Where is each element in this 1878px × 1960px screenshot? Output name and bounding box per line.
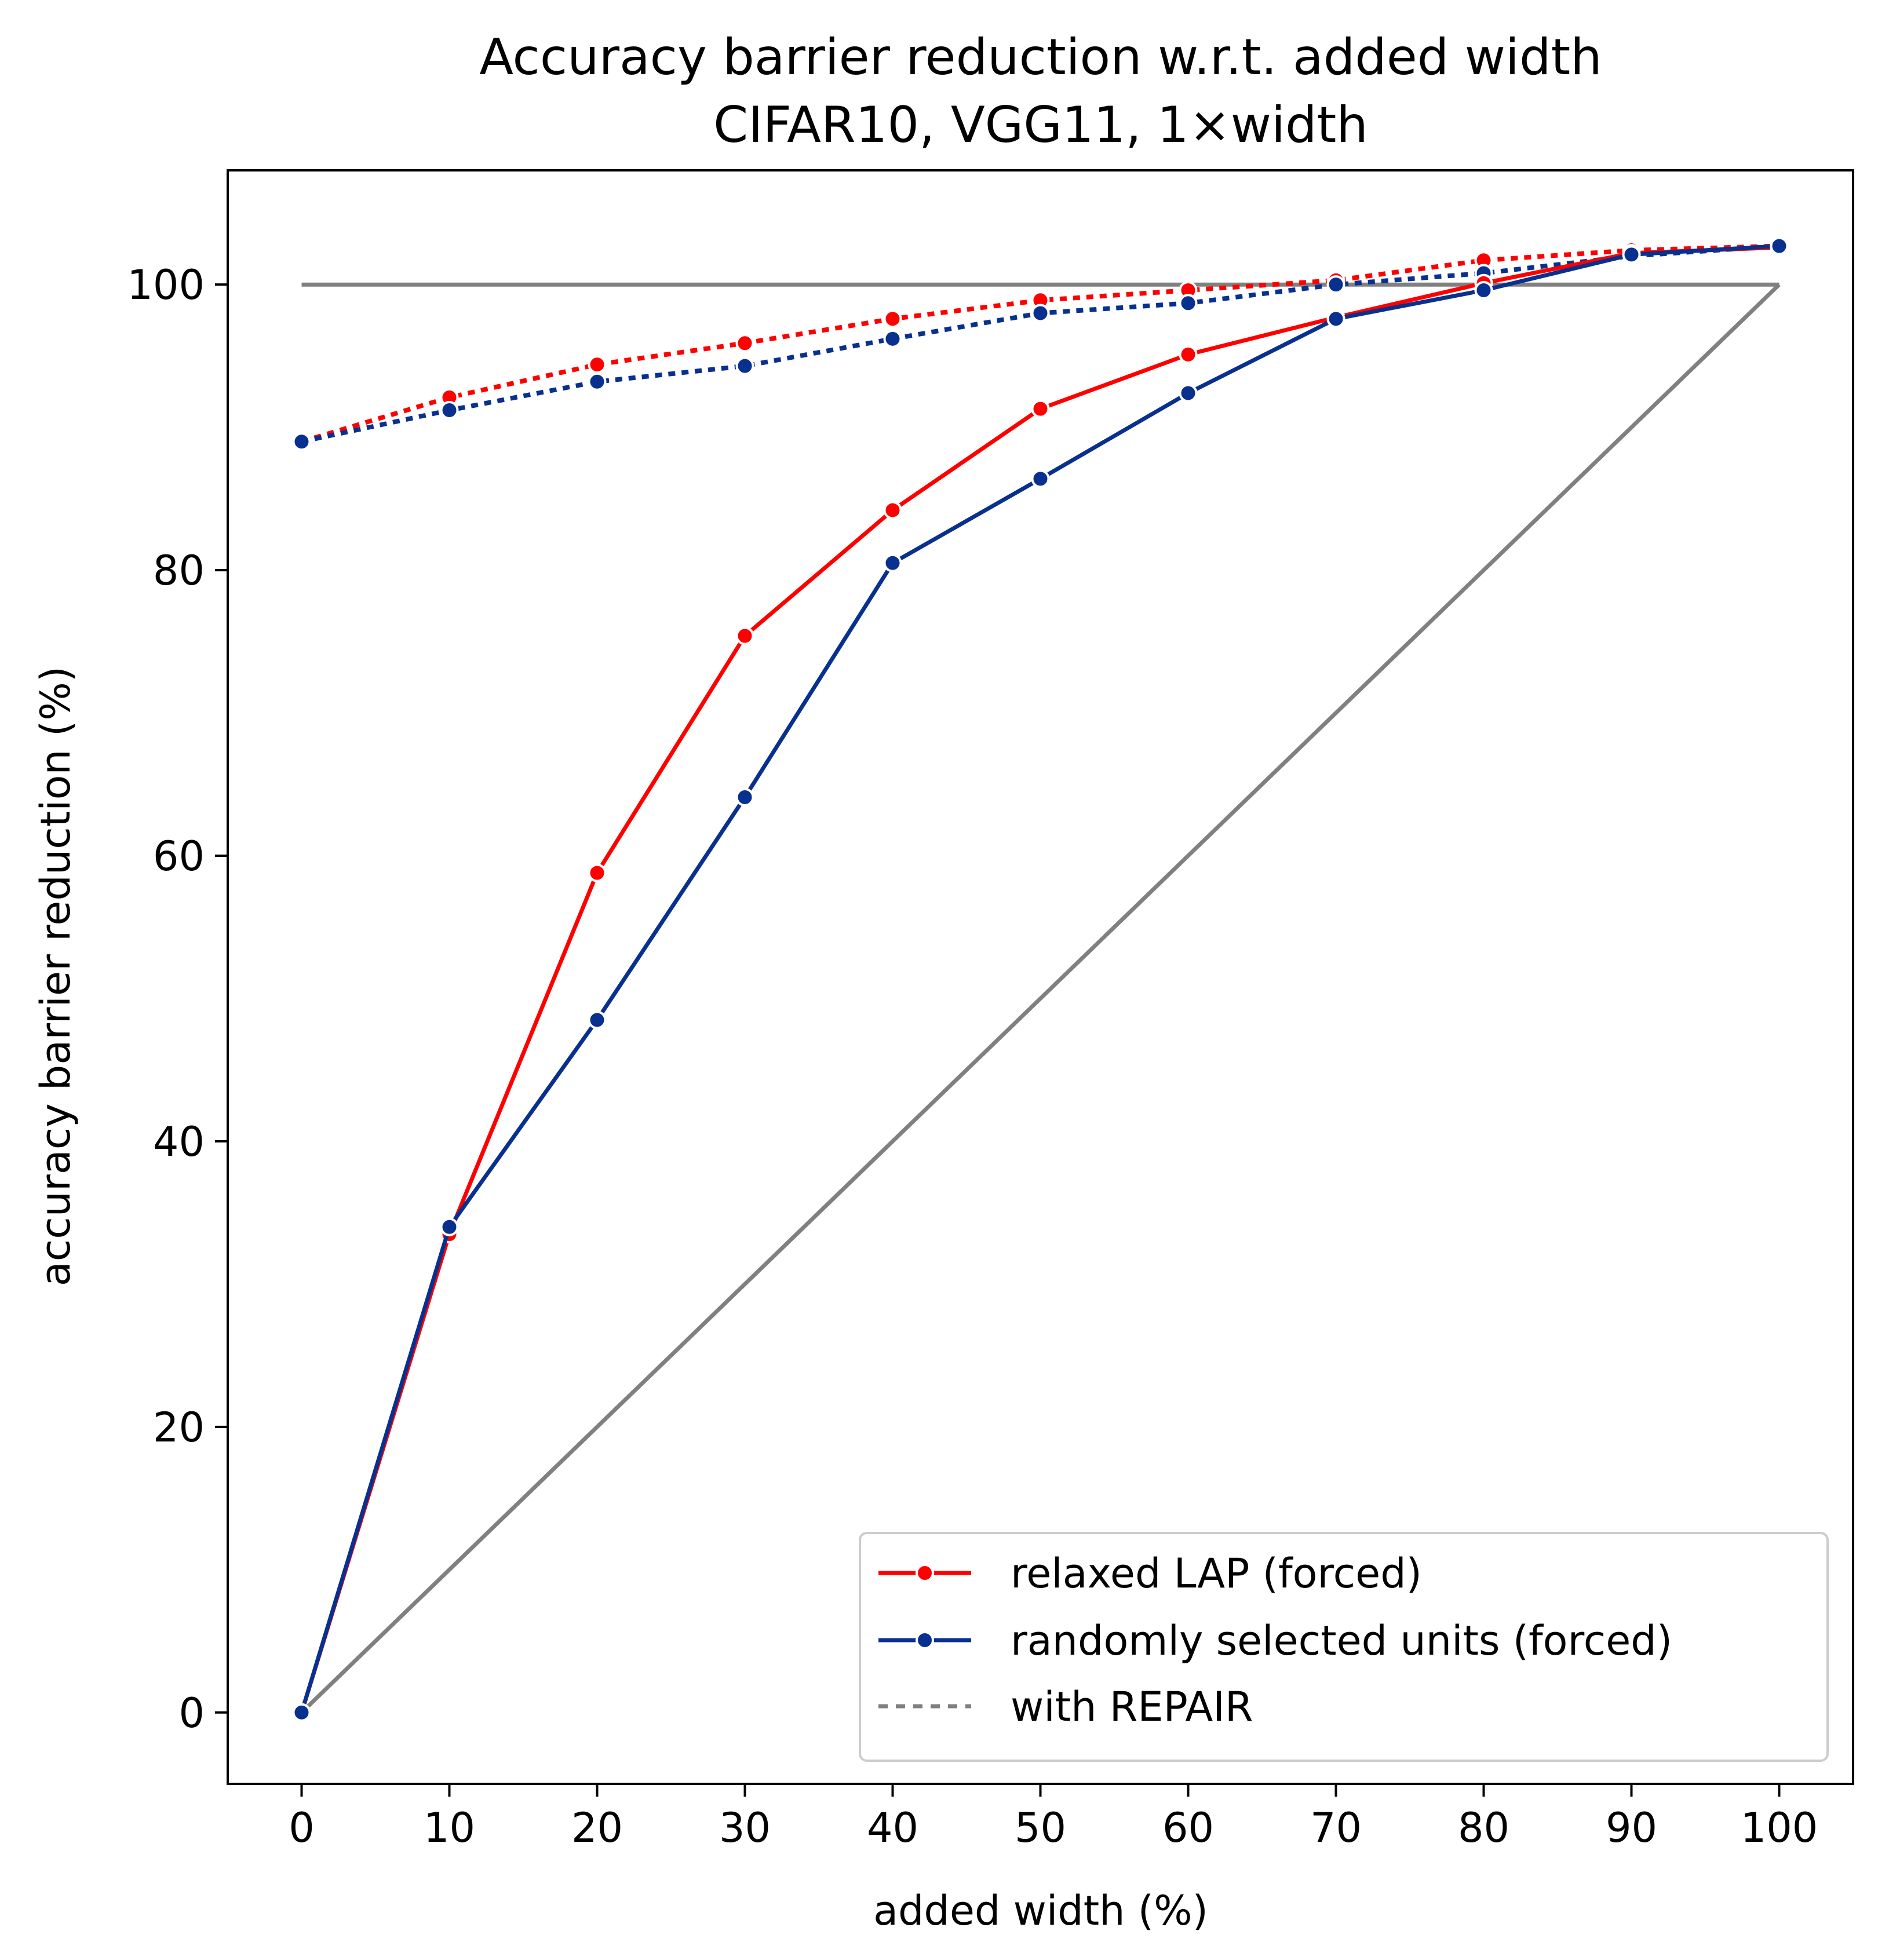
legend-marker: [916, 1631, 934, 1649]
x-tick-label: 10: [424, 1804, 475, 1852]
x-tick-label: 90: [1606, 1804, 1657, 1852]
data-point: [1770, 236, 1789, 256]
series-randomly-selected-units-forced: [292, 236, 1789, 1722]
data-point: [1031, 304, 1050, 323]
legend-box: [859, 1532, 1829, 1762]
y-tick-label: 80: [153, 547, 205, 594]
data-point: [735, 626, 754, 645]
x-tick-label: 70: [1310, 1804, 1362, 1852]
x-tick-label: 0: [289, 1804, 315, 1852]
data-point: [588, 863, 607, 882]
data-point: [735, 356, 754, 375]
legend-label: relaxed LAP (forced): [1011, 1550, 1422, 1597]
data-point: [588, 1010, 607, 1030]
y-tick-label: 60: [153, 833, 205, 880]
data-point: [1031, 399, 1050, 418]
x-tick-label: 20: [571, 1804, 623, 1852]
data-point: [735, 334, 754, 353]
data-point: [440, 1217, 459, 1236]
legend-entry: relaxed LAP (forced): [878, 1550, 1422, 1597]
x-tick-label: 40: [867, 1804, 918, 1852]
legend-entry: randomly selected units (forced): [878, 1617, 1672, 1665]
data-point: [292, 1703, 311, 1722]
x-tick-label: 60: [1162, 1804, 1214, 1852]
data-point: [1179, 345, 1198, 364]
data-point: [588, 372, 607, 391]
series-line: [301, 243, 1779, 444]
data-point: [1326, 309, 1345, 329]
y-tick-label: 40: [153, 1118, 205, 1166]
data-point: [440, 401, 459, 420]
series-line: [300, 283, 1781, 1714]
x-tick-label: 50: [1015, 1804, 1066, 1852]
x-axis-label: added width (%): [873, 1887, 1208, 1935]
x-tick-label: 30: [719, 1804, 771, 1852]
y-tick-label: 0: [178, 1689, 205, 1737]
data-point: [1179, 294, 1198, 313]
data-point: [883, 309, 902, 329]
data-point: [883, 553, 902, 572]
data-point: [588, 355, 607, 374]
data-point: [1179, 384, 1198, 403]
plot-content: [292, 236, 1789, 1722]
data-point: [1326, 275, 1345, 294]
data-point: [1474, 281, 1493, 300]
data-point: [883, 329, 902, 348]
data-point: [1031, 469, 1050, 488]
data-point: [1622, 245, 1641, 264]
x-tick-label: 100: [1741, 1804, 1818, 1852]
y-tick-label: 100: [127, 261, 205, 309]
y-axis-label: accuracy barrier reduction (%): [32, 666, 79, 1286]
y-tick-label: 20: [153, 1404, 205, 1451]
y-axis: 0 20 40 60 80 100: [127, 261, 228, 1737]
data-point: [292, 432, 311, 451]
legend-label: randomly selected units (forced): [1011, 1617, 1672, 1665]
chart-title: Accuracy barrier reduction w.r.t. added …: [479, 28, 1602, 86]
legend-label: with REPAIR: [1011, 1683, 1253, 1731]
series-reference-linear: [300, 283, 1781, 1714]
legend-entry: with REPAIR: [878, 1683, 1253, 1731]
legend-marker: [916, 1564, 934, 1582]
data-point: [883, 501, 902, 520]
x-axis: 0 10 20 30 40 50 60 70 80 90 100: [289, 1784, 1818, 1852]
data-point: [735, 787, 754, 806]
chart-subtitle: CIFAR10, VGG11, 1×width: [713, 96, 1368, 154]
legend: relaxed LAP (forced) randomly selected un…: [859, 1532, 1829, 1762]
x-tick-label: 80: [1458, 1804, 1509, 1852]
